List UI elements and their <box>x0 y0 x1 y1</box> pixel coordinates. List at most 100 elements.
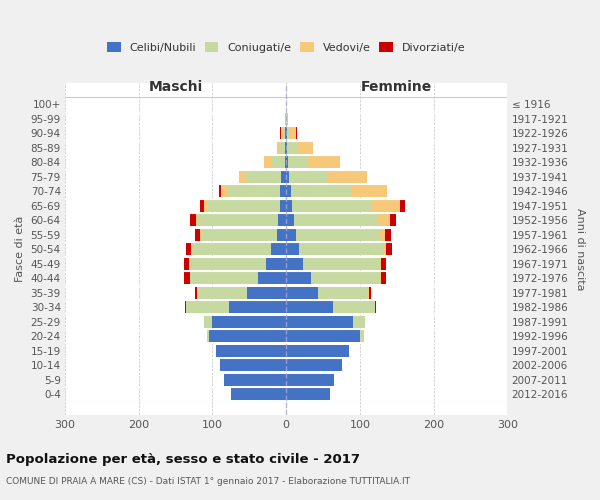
Bar <box>299 244 383 255</box>
Bar <box>203 200 207 211</box>
Bar <box>206 330 209 342</box>
Bar <box>209 330 286 342</box>
Bar <box>227 186 280 197</box>
Bar <box>281 128 283 140</box>
Bar <box>192 244 271 255</box>
Bar <box>287 156 308 168</box>
Bar <box>239 171 247 182</box>
Bar <box>190 272 258 284</box>
Bar <box>377 214 390 226</box>
Bar <box>286 229 296 240</box>
Bar <box>200 200 203 211</box>
Bar <box>212 316 286 328</box>
Bar <box>286 244 299 255</box>
Y-axis label: Fasce di età: Fasce di età <box>15 216 25 282</box>
Bar <box>286 302 332 313</box>
Bar <box>353 316 365 328</box>
Bar <box>308 156 340 168</box>
Bar <box>219 186 221 197</box>
Bar <box>224 374 286 386</box>
Bar <box>296 142 313 154</box>
Bar <box>311 272 379 284</box>
Bar <box>280 200 286 211</box>
Bar <box>283 128 286 140</box>
Bar <box>369 287 371 298</box>
Bar <box>231 388 286 400</box>
Bar <box>195 287 197 298</box>
Legend: Celibi/Nubili, Coniugati/e, Vedovi/e, Divorziati/e: Celibi/Nubili, Coniugati/e, Vedovi/e, Di… <box>107 42 465 53</box>
Bar <box>271 244 286 255</box>
Bar <box>287 128 290 140</box>
Bar <box>286 171 289 182</box>
Bar <box>390 214 396 226</box>
Bar <box>247 171 281 182</box>
Bar <box>292 200 372 211</box>
Bar <box>286 272 311 284</box>
Bar <box>191 244 192 255</box>
Bar <box>286 374 334 386</box>
Bar <box>286 128 287 140</box>
Bar <box>271 156 285 168</box>
Bar <box>290 128 296 140</box>
Bar <box>360 330 364 342</box>
Bar <box>383 244 386 255</box>
Bar <box>200 229 202 240</box>
Text: Popolazione per età, sesso e stato civile - 2017: Popolazione per età, sesso e stato civil… <box>6 452 360 466</box>
Bar <box>216 344 286 356</box>
Bar <box>379 229 385 240</box>
Bar <box>286 388 331 400</box>
Bar <box>278 214 286 226</box>
Bar <box>184 258 189 270</box>
Bar <box>318 287 368 298</box>
Bar <box>280 186 286 197</box>
Bar <box>296 128 297 140</box>
Bar <box>280 142 286 154</box>
Bar <box>368 287 369 298</box>
Bar <box>229 302 286 313</box>
Bar <box>202 229 277 240</box>
Bar <box>328 171 367 182</box>
Bar <box>400 200 405 211</box>
Bar <box>264 156 271 168</box>
Bar <box>286 200 292 211</box>
Bar <box>184 272 190 284</box>
Bar <box>286 113 287 125</box>
Bar <box>185 302 186 313</box>
Bar <box>287 113 289 125</box>
Bar <box>286 186 290 197</box>
Bar <box>286 156 287 168</box>
Bar <box>281 171 286 182</box>
Bar <box>196 214 199 226</box>
Bar <box>190 214 196 226</box>
Text: COMUNE DI PRAIA A MARE (CS) - Dati ISTAT 1° gennaio 2017 - Elaborazione TUTTITAL: COMUNE DI PRAIA A MARE (CS) - Dati ISTAT… <box>6 478 410 486</box>
Bar <box>195 229 200 240</box>
Bar <box>352 186 387 197</box>
Bar <box>199 214 278 226</box>
Bar <box>286 330 360 342</box>
Bar <box>296 229 379 240</box>
Bar <box>285 156 286 168</box>
Text: Maschi: Maschi <box>148 80 203 94</box>
Bar <box>258 272 286 284</box>
Bar <box>293 214 377 226</box>
Bar <box>266 258 286 270</box>
Bar <box>385 229 391 240</box>
Bar <box>380 272 386 284</box>
Bar <box>386 244 392 255</box>
Bar <box>286 359 341 371</box>
Bar <box>247 287 286 298</box>
Bar <box>221 186 227 197</box>
Bar <box>203 316 212 328</box>
Bar <box>207 200 280 211</box>
Bar <box>289 171 328 182</box>
Bar <box>380 258 386 270</box>
Bar <box>277 229 286 240</box>
Bar <box>197 287 247 298</box>
Bar <box>286 142 287 154</box>
Bar <box>280 128 281 140</box>
Bar <box>190 258 266 270</box>
Bar <box>379 272 380 284</box>
Bar <box>186 302 229 313</box>
Bar <box>220 359 286 371</box>
Bar <box>379 258 380 270</box>
